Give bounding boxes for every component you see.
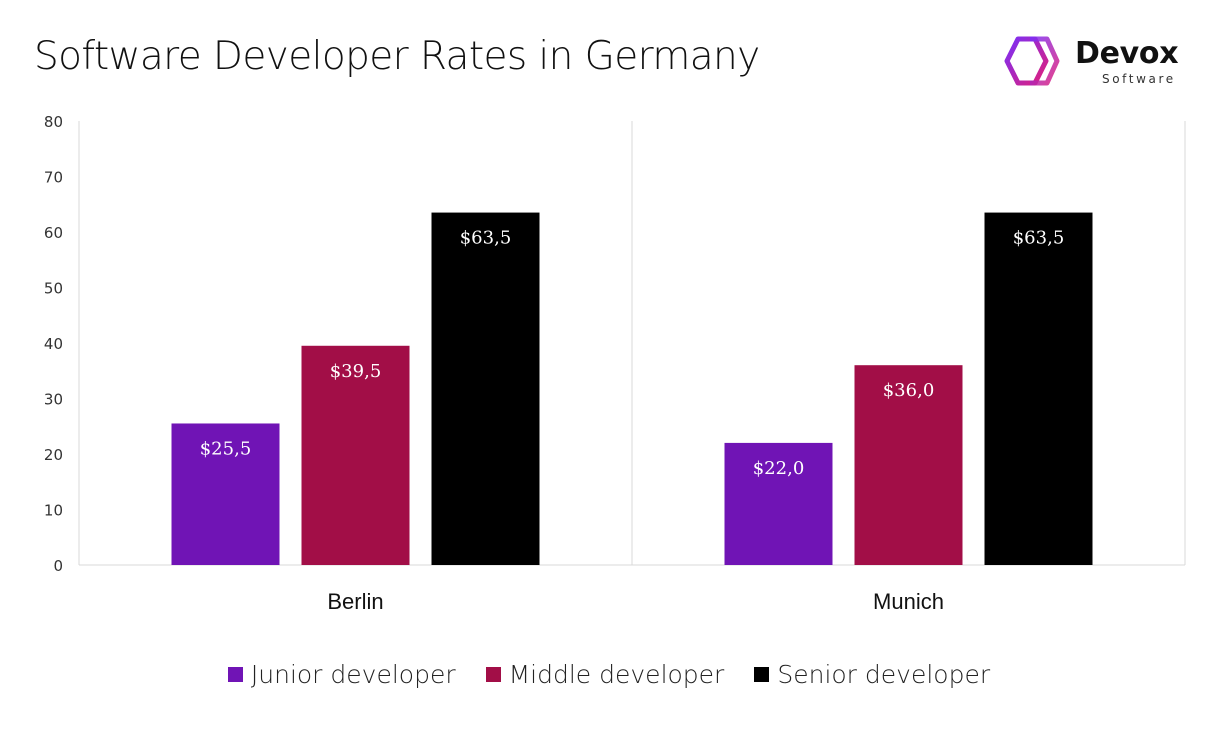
legend-item: Junior developer — [227, 660, 456, 689]
chart-legend: Junior developer Middle developer Senior d… — [0, 660, 1218, 689]
y-tick-label: 10 — [44, 502, 63, 520]
legend-item: Senior developer — [754, 660, 990, 689]
page-title: Software Developer Rates in Germany — [34, 34, 760, 79]
legend-swatch — [485, 667, 501, 682]
y-tick-label: 60 — [44, 224, 63, 242]
data-label: $39,5 — [330, 361, 382, 382]
y-tick-label: 40 — [44, 335, 63, 353]
data-label: $63,5 — [1013, 228, 1065, 249]
legend-swatch — [754, 667, 770, 682]
y-tick-label: 70 — [44, 169, 63, 187]
hexagon-logo-icon — [1004, 36, 1060, 86]
y-tick-label: 50 — [44, 280, 63, 298]
bar — [984, 212, 1093, 565]
legend-label: Middle developer — [508, 660, 725, 689]
x-tick-label: Munich — [873, 589, 944, 614]
y-tick-label: 80 — [44, 113, 63, 131]
legend-item: Middle developer — [485, 660, 725, 689]
bar — [431, 212, 540, 565]
legend-swatch — [227, 667, 243, 682]
x-tick-label: Berlin — [327, 589, 383, 614]
logo-subtitle: Software — [1102, 72, 1176, 86]
bar — [301, 345, 410, 565]
data-label: $63,5 — [460, 228, 512, 249]
data-label: $22,0 — [753, 458, 805, 479]
data-label: $25,5 — [200, 438, 252, 459]
bar — [854, 365, 963, 565]
legend-label: Junior developer — [250, 660, 456, 689]
legend-label: Senior developer — [777, 660, 991, 689]
brand-logo: Devox Software — [1002, 34, 1192, 90]
y-tick-label: 20 — [44, 446, 63, 464]
y-tick-label: 30 — [44, 391, 63, 409]
bar — [724, 442, 833, 565]
y-tick-label: 0 — [53, 557, 63, 575]
bar — [171, 423, 280, 565]
data-label: $36,0 — [883, 380, 935, 401]
logo-wordmark: Devox — [1075, 36, 1179, 71]
